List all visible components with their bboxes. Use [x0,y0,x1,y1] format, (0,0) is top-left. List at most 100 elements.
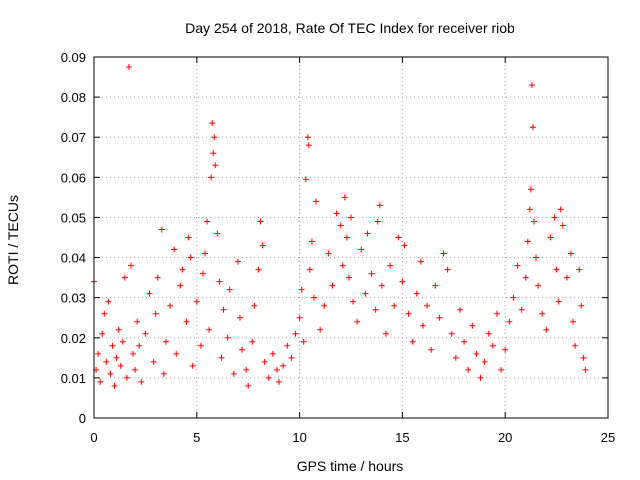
data-point [292,330,299,337]
data-point [261,358,268,365]
data-point [95,350,102,357]
data-point [524,238,531,245]
x-tick-label: 5 [193,430,200,445]
data-point [477,374,484,381]
data-point [576,266,583,273]
data-point [424,302,431,309]
chart-title: Day 254 of 2018, Rate Of TEC Index for r… [185,20,515,36]
data-point [582,366,589,373]
data-point [506,318,513,325]
data-point [189,362,196,369]
data-point [473,350,480,357]
data-point [280,362,287,369]
y-tick-label: 0.04 [61,251,86,266]
data-point [117,362,124,369]
data-point [572,342,579,349]
y-tick-label: 0.07 [61,130,86,145]
data-point [300,338,307,345]
data-point [313,198,320,205]
y-tick-label: 0.01 [61,371,86,386]
y-tick-label: 0 [79,411,86,426]
data-point [456,306,463,313]
data-point [348,214,354,221]
data-point [306,266,313,273]
data-point [578,302,585,309]
x-tick-label: 10 [292,430,306,445]
data-point [405,310,412,317]
data-point [333,210,340,217]
data-point [204,218,211,225]
data-point [160,370,167,377]
data-point [399,278,406,285]
data-point [134,318,141,325]
data-point [522,274,529,281]
data-point [551,214,558,221]
data-point [362,290,369,297]
data-point [152,310,159,317]
tick-labels: 0 0.01 0.02 0.03 0.04 0.05 0.06 0.07 0.08 0.09 0 5 1… [61,50,616,445]
data-point [444,266,451,273]
data-point [321,302,328,309]
data-point [440,250,447,257]
y-tick-label: 0.08 [61,90,86,105]
data-point [251,302,258,309]
data-point [376,202,383,209]
data-point [128,262,135,269]
data-point [310,294,317,301]
data-point [211,134,218,141]
data-point [123,374,130,381]
data-point [224,334,231,341]
data-point [265,374,272,381]
data-point [206,326,213,333]
data-point [119,338,126,345]
data-point [559,222,566,229]
data-point [243,366,250,373]
data-point [99,330,106,337]
data-point [245,382,252,389]
y-tick-label: 0.03 [61,291,86,306]
data-point [489,342,496,349]
data-point [341,194,348,201]
data-point [111,382,118,389]
data-point [220,306,227,313]
data-points [91,64,589,389]
data-point [448,330,455,337]
data-point [382,330,389,337]
data-point [354,318,361,325]
data-point [364,230,371,237]
data-point [567,250,574,257]
x-axis-label: GPS time / hours [297,458,404,474]
data-point [413,290,420,297]
data-point [199,270,206,277]
data-point [543,326,550,333]
data-point [580,354,587,361]
data-point [530,218,537,225]
data-point [150,358,157,365]
data-point [209,120,216,127]
data-point [419,322,426,329]
data-point [130,350,137,357]
data-point [535,282,542,289]
data-point [234,258,241,265]
data-point [528,82,535,89]
x-tick-label: 0 [90,430,97,445]
data-point [368,270,375,277]
data-point [103,358,110,365]
data-point [212,162,219,169]
data-point [177,282,184,289]
data-point [305,142,312,149]
data-point [570,318,577,325]
data-point [276,378,283,385]
data-point [210,150,217,157]
data-point [308,238,315,245]
data-point [173,350,180,357]
x-tick-label: 15 [395,430,409,445]
data-point [527,186,534,193]
data-point [317,326,324,333]
data-point [555,298,562,305]
data-point [216,278,223,285]
data-point [553,266,560,273]
plot-frame [93,56,609,419]
data-point [193,298,200,305]
